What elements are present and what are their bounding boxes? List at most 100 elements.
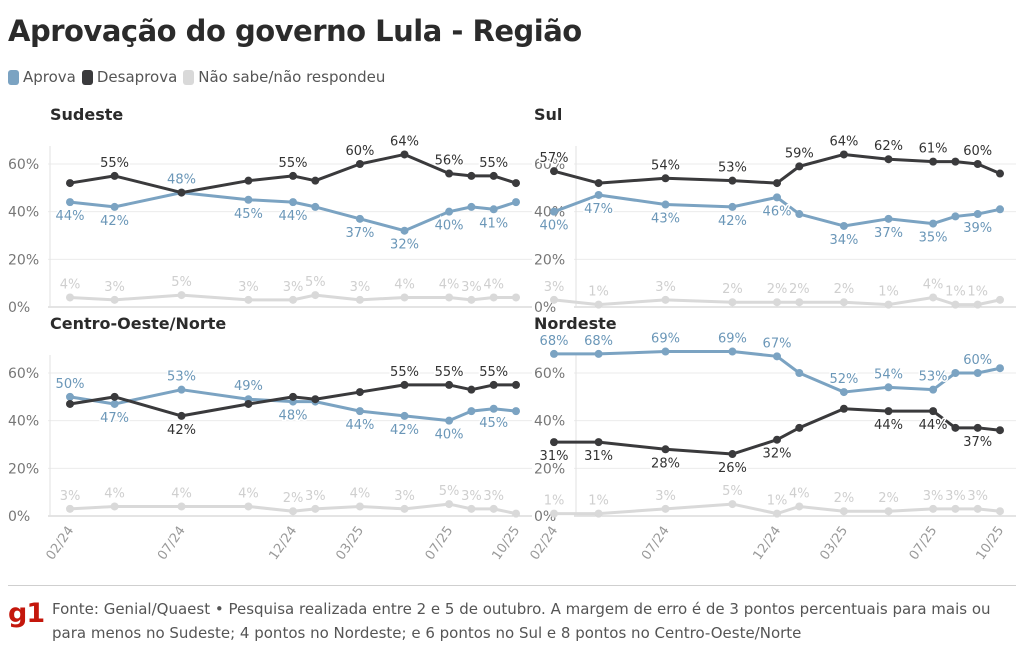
data-label-n-o-sabe-n-o-respondeu: 5% bbox=[722, 484, 743, 499]
point-aprova bbox=[839, 221, 848, 230]
data-label-n-o-sabe-n-o-respondeu: 5% bbox=[305, 275, 326, 290]
data-label-desaprova: 60% bbox=[345, 144, 374, 159]
panel-title-sudeste: Sudeste bbox=[50, 105, 123, 124]
point-n-o-sabe-n-o-respondeu bbox=[66, 504, 74, 513]
point-aprova bbox=[594, 190, 603, 199]
point-n-o-sabe-n-o-respondeu bbox=[445, 500, 454, 509]
point-desaprova bbox=[467, 171, 476, 180]
point-desaprova bbox=[728, 450, 737, 459]
data-label-n-o-sabe-n-o-respondeu: 1% bbox=[588, 494, 609, 509]
data-label-n-o-sabe-n-o-respondeu: 2% bbox=[283, 491, 304, 506]
data-label-n-o-sabe-n-o-respondeu: 3% bbox=[461, 489, 482, 504]
point-aprova bbox=[110, 202, 119, 211]
point-aprova bbox=[951, 369, 960, 377]
x-tick-label-nordeste: 07/25 bbox=[907, 524, 941, 563]
legend-item-desaprova: Desaprova bbox=[81, 68, 177, 86]
data-label-n-o-sabe-n-o-respondeu: 4% bbox=[60, 277, 81, 292]
point-n-o-sabe-n-o-respondeu bbox=[289, 295, 297, 304]
point-desaprova bbox=[355, 160, 364, 168]
point-n-o-sabe-n-o-respondeu bbox=[110, 295, 119, 304]
point-desaprova bbox=[289, 392, 297, 401]
point-desaprova bbox=[445, 169, 454, 178]
point-n-o-sabe-n-o-respondeu bbox=[951, 504, 960, 513]
point-desaprova bbox=[973, 160, 982, 168]
data-label-aprova: 43% bbox=[651, 212, 680, 227]
point-aprova bbox=[467, 407, 476, 416]
point-n-o-sabe-n-o-respondeu bbox=[355, 295, 364, 304]
point-aprova bbox=[489, 205, 498, 214]
point-n-o-sabe-n-o-respondeu bbox=[929, 504, 938, 513]
legend-swatch-desaprova bbox=[81, 69, 93, 85]
data-label-desaprova: 53% bbox=[718, 161, 747, 176]
data-label-n-o-sabe-n-o-respondeu: 3% bbox=[655, 489, 676, 504]
data-label-aprova: 68% bbox=[540, 334, 569, 349]
y-tick-label-nordeste: 60% bbox=[534, 366, 565, 382]
point-desaprova bbox=[311, 176, 320, 185]
data-label-aprova: 42% bbox=[718, 214, 747, 229]
point-aprova bbox=[355, 214, 364, 223]
data-label-desaprova: 62% bbox=[874, 139, 903, 154]
point-n-o-sabe-n-o-respondeu bbox=[289, 507, 297, 516]
y-tick-label-sudeste: 60% bbox=[8, 157, 39, 173]
data-label-desaprova: 54% bbox=[651, 158, 680, 173]
data-label-aprova: 46% bbox=[763, 204, 792, 219]
data-label-aprova: 44% bbox=[279, 209, 308, 224]
point-desaprova bbox=[773, 435, 781, 444]
footer-divider bbox=[8, 585, 1016, 586]
point-desaprova bbox=[489, 171, 498, 180]
data-label-aprova: 40% bbox=[435, 219, 464, 234]
point-n-o-sabe-n-o-respondeu bbox=[110, 502, 119, 511]
data-label-n-o-sabe-n-o-respondeu: 5% bbox=[439, 484, 460, 499]
point-aprova bbox=[996, 205, 1004, 214]
point-aprova bbox=[177, 385, 186, 394]
point-n-o-sabe-n-o-respondeu bbox=[973, 300, 982, 309]
data-label-n-o-sabe-n-o-respondeu: 4% bbox=[238, 486, 259, 501]
point-n-o-sabe-n-o-respondeu bbox=[489, 504, 498, 513]
point-desaprova bbox=[550, 438, 558, 447]
data-label-desaprova: 55% bbox=[479, 365, 508, 380]
point-desaprova bbox=[884, 155, 893, 164]
y-tick-label-centro-oeste-norte: 60% bbox=[8, 366, 39, 382]
point-desaprova bbox=[929, 407, 938, 416]
y-tick-label-nordeste: 40% bbox=[534, 414, 565, 430]
point-aprova bbox=[489, 404, 498, 413]
point-desaprova bbox=[244, 399, 253, 408]
point-n-o-sabe-n-o-respondeu bbox=[400, 504, 409, 513]
chart-title: Aprovação do governo Lula - Região bbox=[8, 14, 582, 48]
point-desaprova bbox=[951, 423, 960, 432]
legend-swatch-aprova bbox=[8, 69, 19, 85]
data-label-desaprova: 28% bbox=[651, 456, 680, 471]
y-tick-label-centro-oeste-norte: 20% bbox=[8, 461, 39, 477]
x-tick-label-nordeste: 02/24 bbox=[527, 524, 561, 563]
point-desaprova bbox=[512, 380, 520, 389]
data-label-aprova: 68% bbox=[584, 334, 613, 349]
point-n-o-sabe-n-o-respondeu bbox=[661, 295, 670, 304]
charts-canvas: Sudeste 0% 20% 40% 60% 44% 42% 48% 45% 44% 37% 32% 4… bbox=[8, 105, 1016, 563]
point-aprova bbox=[355, 407, 364, 416]
data-label-n-o-sabe-n-o-respondeu: 3% bbox=[483, 489, 504, 504]
panel-sul: Sul 0% 20% 40% 60% 40% 47% 43% 42% 46% 34% 37% 35% 39… bbox=[534, 105, 1016, 316]
point-desaprova bbox=[661, 445, 670, 454]
point-n-o-sabe-n-o-respondeu bbox=[728, 298, 737, 307]
data-label-n-o-sabe-n-o-respondeu: 3% bbox=[945, 489, 966, 504]
legend-label-aprova: Aprova bbox=[23, 68, 76, 86]
data-label-desaprova: 31% bbox=[540, 449, 569, 464]
point-aprova bbox=[400, 411, 409, 420]
point-desaprova bbox=[489, 380, 498, 389]
data-label-desaprova: 57% bbox=[540, 151, 569, 166]
point-desaprova bbox=[512, 179, 520, 188]
point-desaprova bbox=[773, 179, 781, 188]
point-desaprova bbox=[996, 426, 1004, 435]
legend-label-nao-sabe: Não sabe/não respondeu bbox=[198, 68, 386, 86]
point-desaprova bbox=[996, 169, 1004, 178]
data-label-n-o-sabe-n-o-respondeu: 2% bbox=[722, 282, 743, 297]
point-n-o-sabe-n-o-respondeu bbox=[311, 504, 320, 513]
data-label-aprova: 41% bbox=[479, 216, 508, 231]
data-label-aprova: 53% bbox=[167, 370, 196, 385]
point-aprova bbox=[289, 198, 297, 207]
point-desaprova bbox=[445, 380, 454, 389]
point-aprova bbox=[929, 385, 938, 394]
data-label-desaprova: 64% bbox=[390, 134, 419, 149]
point-desaprova bbox=[594, 438, 603, 447]
